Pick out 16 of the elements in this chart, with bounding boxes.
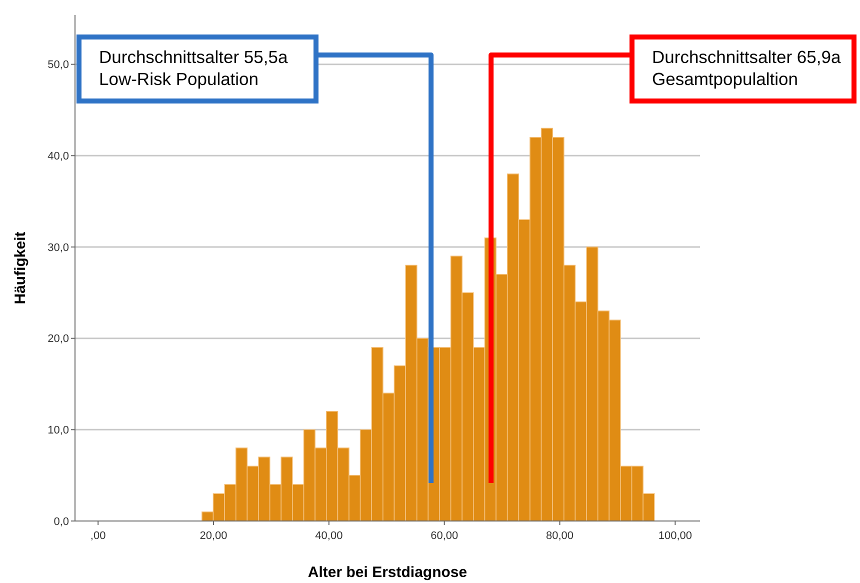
ref-line-label: Durchschnittsalter 55,5a Low-Risk Population: [99, 47, 288, 89]
x-axis-title: Alter bei Erstdiagnose: [308, 564, 468, 581]
y-tick-label: 30,0: [48, 242, 69, 254]
x-tick-label: 60,00: [430, 530, 458, 542]
y-tick-label: 20,0: [48, 333, 69, 346]
y-tick-label: 50,0: [48, 59, 69, 72]
y-tick-label: 40,0: [48, 150, 69, 163]
y-axis-title: Häufigkeit: [12, 232, 29, 304]
x-tick-label: ,00: [90, 530, 106, 542]
x-tick-label: 80,00: [546, 530, 574, 542]
x-tick-label: 20,00: [200, 530, 228, 542]
ref-line-label: Durchschnittsalter 65,9a Gesamtpopulaltion: [652, 47, 841, 89]
x-tick-label: 40,00: [315, 530, 343, 542]
y-tick-label: 0,0: [54, 516, 69, 528]
x-tick-label: 100,00: [658, 530, 692, 542]
y-tick-label: 10,0: [48, 424, 69, 437]
